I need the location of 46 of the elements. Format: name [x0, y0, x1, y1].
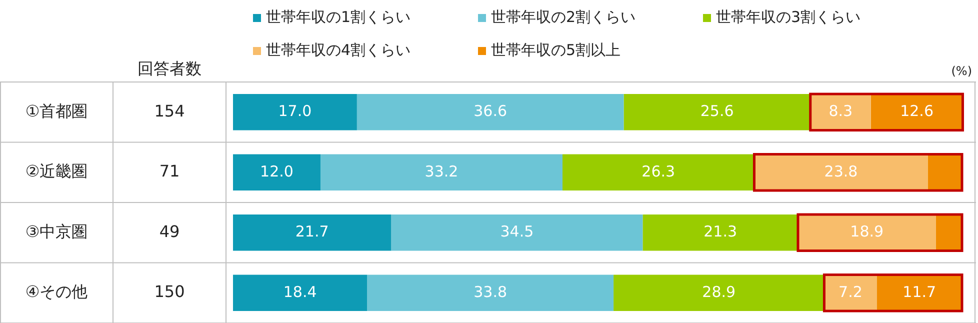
text: 154 [154, 101, 185, 120]
data-label: 21.7 [295, 222, 329, 241]
bar [391, 214, 643, 251]
data-label: 17.0 [278, 102, 312, 120]
data-label: 34.5 [500, 222, 534, 241]
data-label: 8.3 [828, 102, 853, 120]
data-label: 28.9 [702, 282, 736, 301]
legend-label: 世帯年収の1割くらい [266, 8, 411, 27]
bar [233, 214, 392, 251]
data-label: 33.8 [474, 282, 508, 301]
data-label: 12.6 [900, 102, 934, 120]
y-tick-label: ①首都圏 [25, 101, 88, 120]
text: 49 [159, 222, 180, 241]
data-label: 11.7 [902, 282, 936, 301]
data-label: 25.6 [700, 102, 734, 120]
text: 回答者数 [138, 59, 202, 78]
bar [928, 154, 962, 190]
bar [233, 94, 357, 130]
y-tick-label: ②近畿圏 [25, 162, 88, 181]
data-label: 7.2 [838, 282, 862, 301]
bar [356, 94, 624, 130]
data-label: 36.6 [474, 102, 508, 120]
text: 150 [154, 282, 185, 302]
bar [233, 154, 320, 190]
bar [642, 214, 798, 251]
y-tick-label: ④その他 [25, 282, 88, 302]
data-label: 33.2 [424, 162, 458, 180]
y-tick-label: ③中京圏 [25, 222, 88, 241]
bar [614, 274, 824, 311]
data-label: 18.4 [283, 282, 317, 301]
bar [624, 94, 810, 130]
legend-label: 世帯年収の4割くらい [266, 41, 411, 60]
data-label: 12.0 [260, 162, 294, 180]
data-label: 26.3 [642, 162, 676, 180]
data-label: 21.3 [704, 222, 738, 241]
bar [367, 274, 614, 311]
bar [320, 154, 563, 190]
data-label: 18.9 [850, 222, 884, 241]
x-axis-title: (%) [951, 64, 972, 78]
bar [233, 274, 368, 311]
legend-label: 世帯年収の2割くらい [491, 8, 636, 27]
text: 71 [159, 162, 180, 181]
data-label: 23.8 [824, 162, 858, 180]
legend-label: 世帯年収の5割以上 [491, 41, 621, 60]
legend-label: 世帯年収の3割くらい [716, 8, 861, 27]
bar [562, 154, 754, 190]
